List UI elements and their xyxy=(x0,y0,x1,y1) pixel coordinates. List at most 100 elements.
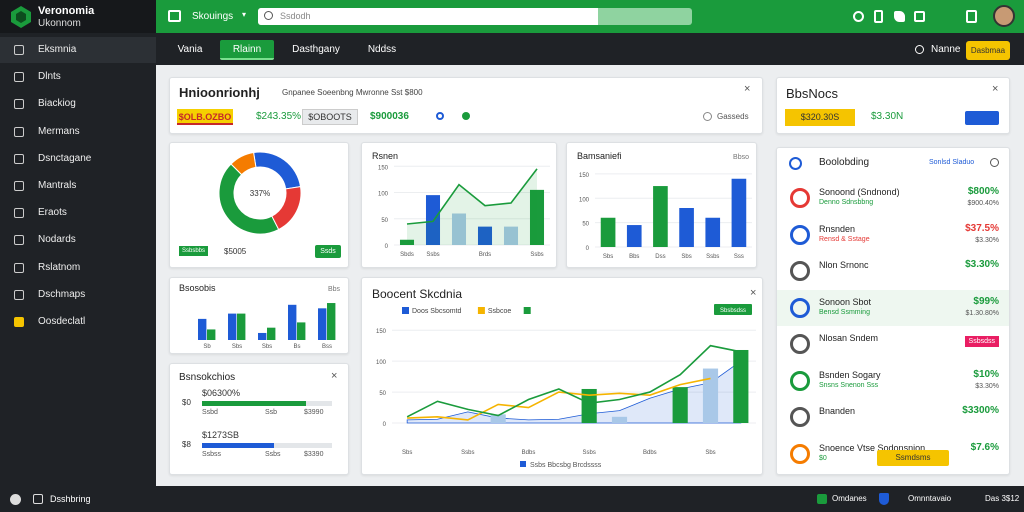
list-row[interactable]: Snoence Vtse Sodonsnion $0 $7.6% Ssmdsms xyxy=(777,436,1009,472)
x-tick-label: Sb xyxy=(203,344,211,350)
panel-title: Hnioonrionhj xyxy=(179,85,260,100)
brand-subtitle: Ukonnom xyxy=(38,18,81,29)
row-label: $1273SB xyxy=(202,430,240,440)
nav-icon xyxy=(14,262,24,273)
x-tick-label: Sss xyxy=(734,254,744,260)
row-icon xyxy=(790,407,810,427)
user-name[interactable]: Nanne xyxy=(931,44,961,55)
search-icon[interactable] xyxy=(915,45,924,54)
menu-icon[interactable] xyxy=(168,10,181,22)
donut-segment xyxy=(218,163,280,235)
avatar[interactable] xyxy=(993,5,1015,27)
nav-item[interactable]: Dsnctagane xyxy=(0,146,156,172)
row-title: Bsnden Sogary xyxy=(819,369,881,380)
y-tick-label: 50 xyxy=(381,218,388,224)
link[interactable]: Sonlsd Sladuo xyxy=(929,159,975,166)
list-row[interactable]: Sonoon Sbot Bensd Ssmming $99% $1.30.80% xyxy=(777,289,1009,326)
footer-status[interactable]: Omdanes xyxy=(832,494,867,503)
donut-chart: 337% xyxy=(218,151,302,235)
nav-item[interactable]: Dschmaps xyxy=(0,282,156,308)
x-tick-label: Dss xyxy=(655,254,665,260)
list-row[interactable]: Bsnden Sogary Snsns Snenon Sss $10% $3.30% xyxy=(777,363,1009,399)
row-value: $3300% xyxy=(962,405,999,416)
small-bars-panel: Bsosobis Bbs Sb Sbs Sbs Bs Bss xyxy=(169,277,349,354)
bar xyxy=(318,308,327,340)
action-button[interactable] xyxy=(965,111,999,125)
legend-swatch xyxy=(523,307,531,314)
row-title: Bnanden xyxy=(819,406,856,416)
x-tick-label: Sbs xyxy=(402,450,412,456)
user-button[interactable]: Dasbmaa xyxy=(966,41,1010,60)
tab[interactable]: Nddss xyxy=(367,44,397,55)
footer-icon xyxy=(10,494,21,505)
row-button[interactable]: Ssmdsms xyxy=(877,449,949,466)
brand: Veronomia Ukonnom xyxy=(0,0,156,33)
caret: ▾ xyxy=(242,10,247,19)
nav-label: Rslatnom xyxy=(38,261,81,273)
row-left: Ssbd xyxy=(202,409,218,416)
icon[interactable] xyxy=(914,11,925,22)
list-row[interactable]: Bnanden $3300% xyxy=(777,399,1009,435)
tab[interactable]: Dasthgany xyxy=(292,44,340,55)
close-button[interactable]: × xyxy=(744,83,751,95)
settings-icon[interactable] xyxy=(990,158,999,167)
y-tick-label: 100 xyxy=(378,192,389,198)
bar xyxy=(503,226,519,245)
dropdown[interactable]: Skouings xyxy=(192,11,234,22)
close-button[interactable]: × xyxy=(331,370,338,382)
list-panel: Boolobding Sonlsd Sladuo Sonoond (Sndnond)… xyxy=(776,147,1010,475)
close-button[interactable]: × xyxy=(992,83,999,95)
total-value: $900036 xyxy=(370,111,409,122)
balance-value: $3.30N xyxy=(871,111,904,122)
badge: Bbs xyxy=(328,286,341,293)
status-dot xyxy=(462,112,470,120)
row-note: $900.40% xyxy=(967,200,999,207)
nav-item[interactable]: Biackiog xyxy=(0,91,156,117)
legend-swatch xyxy=(477,307,485,314)
action-button[interactable]: Ssds xyxy=(315,245,341,258)
icon[interactable] xyxy=(894,11,905,22)
search-box[interactable]: Ssdodh xyxy=(258,8,692,25)
x-tick-label: Sbs xyxy=(681,254,691,260)
bar xyxy=(600,217,616,247)
nav-icon xyxy=(14,235,24,246)
y-tick-label: 0 xyxy=(586,246,590,252)
nav-item[interactable]: Eksmnia xyxy=(0,37,156,63)
nav-item[interactable]: Eraots xyxy=(0,200,156,226)
nav-item[interactable]: Mantrals xyxy=(0,173,156,199)
nav-item[interactable]: Oosdeclatl xyxy=(0,309,156,335)
row-value: $99% xyxy=(973,295,999,307)
icon[interactable] xyxy=(874,10,883,23)
x-tick-label: Ssbs xyxy=(426,252,439,258)
panel-title: BbsNocs xyxy=(786,86,839,101)
trend-chart: Rsnen 0 50 100 150 Sbds Ssbs Brds Ssbs xyxy=(372,151,550,258)
row-left: Ssbss xyxy=(202,451,222,458)
nav-icon xyxy=(14,153,24,164)
tab[interactable]: Vania xyxy=(177,44,203,55)
list-row[interactable]: Sonoond (Sndnond) Denno Sdnsbbng $800% $900… xyxy=(777,180,1009,216)
row-value: $800% xyxy=(967,186,999,197)
link[interactable]: Gasseds xyxy=(717,112,749,121)
icon[interactable] xyxy=(853,11,864,22)
icon[interactable] xyxy=(966,10,977,23)
nav-item[interactable]: Rslatnom xyxy=(0,255,156,281)
donut-segment xyxy=(271,186,302,231)
row-icon xyxy=(790,334,810,354)
list-row[interactable]: Nlon Srnonc $3.30% xyxy=(777,253,1009,289)
tab[interactable]: Rlainn xyxy=(220,40,274,60)
x-tick-label: Sbs xyxy=(262,344,272,350)
nav-label: Dsnctagane xyxy=(38,152,92,164)
nav-item[interactable]: Dlnts xyxy=(0,64,156,90)
row-subtitle: $0 xyxy=(819,454,827,462)
row-note: $1.30.80% xyxy=(965,309,999,317)
nav-item[interactable]: Nodards xyxy=(0,227,156,253)
nav-icon xyxy=(14,317,24,327)
footer-account[interactable]: Omnntavaio xyxy=(908,494,952,503)
row-title: Sonoon Sbot xyxy=(819,296,872,307)
list-row[interactable]: Rnsnden Rensd & Sstage $37.5% $3.30% xyxy=(777,217,1009,253)
nav-item[interactable]: Mermans xyxy=(0,119,156,145)
row-right: $3990 xyxy=(304,409,324,416)
nav-label: Oosdeclatl xyxy=(38,316,86,327)
panel-title: Boolobding xyxy=(819,157,870,168)
list-row[interactable]: Nlosan Sndem Ssbsdss xyxy=(777,326,1009,362)
